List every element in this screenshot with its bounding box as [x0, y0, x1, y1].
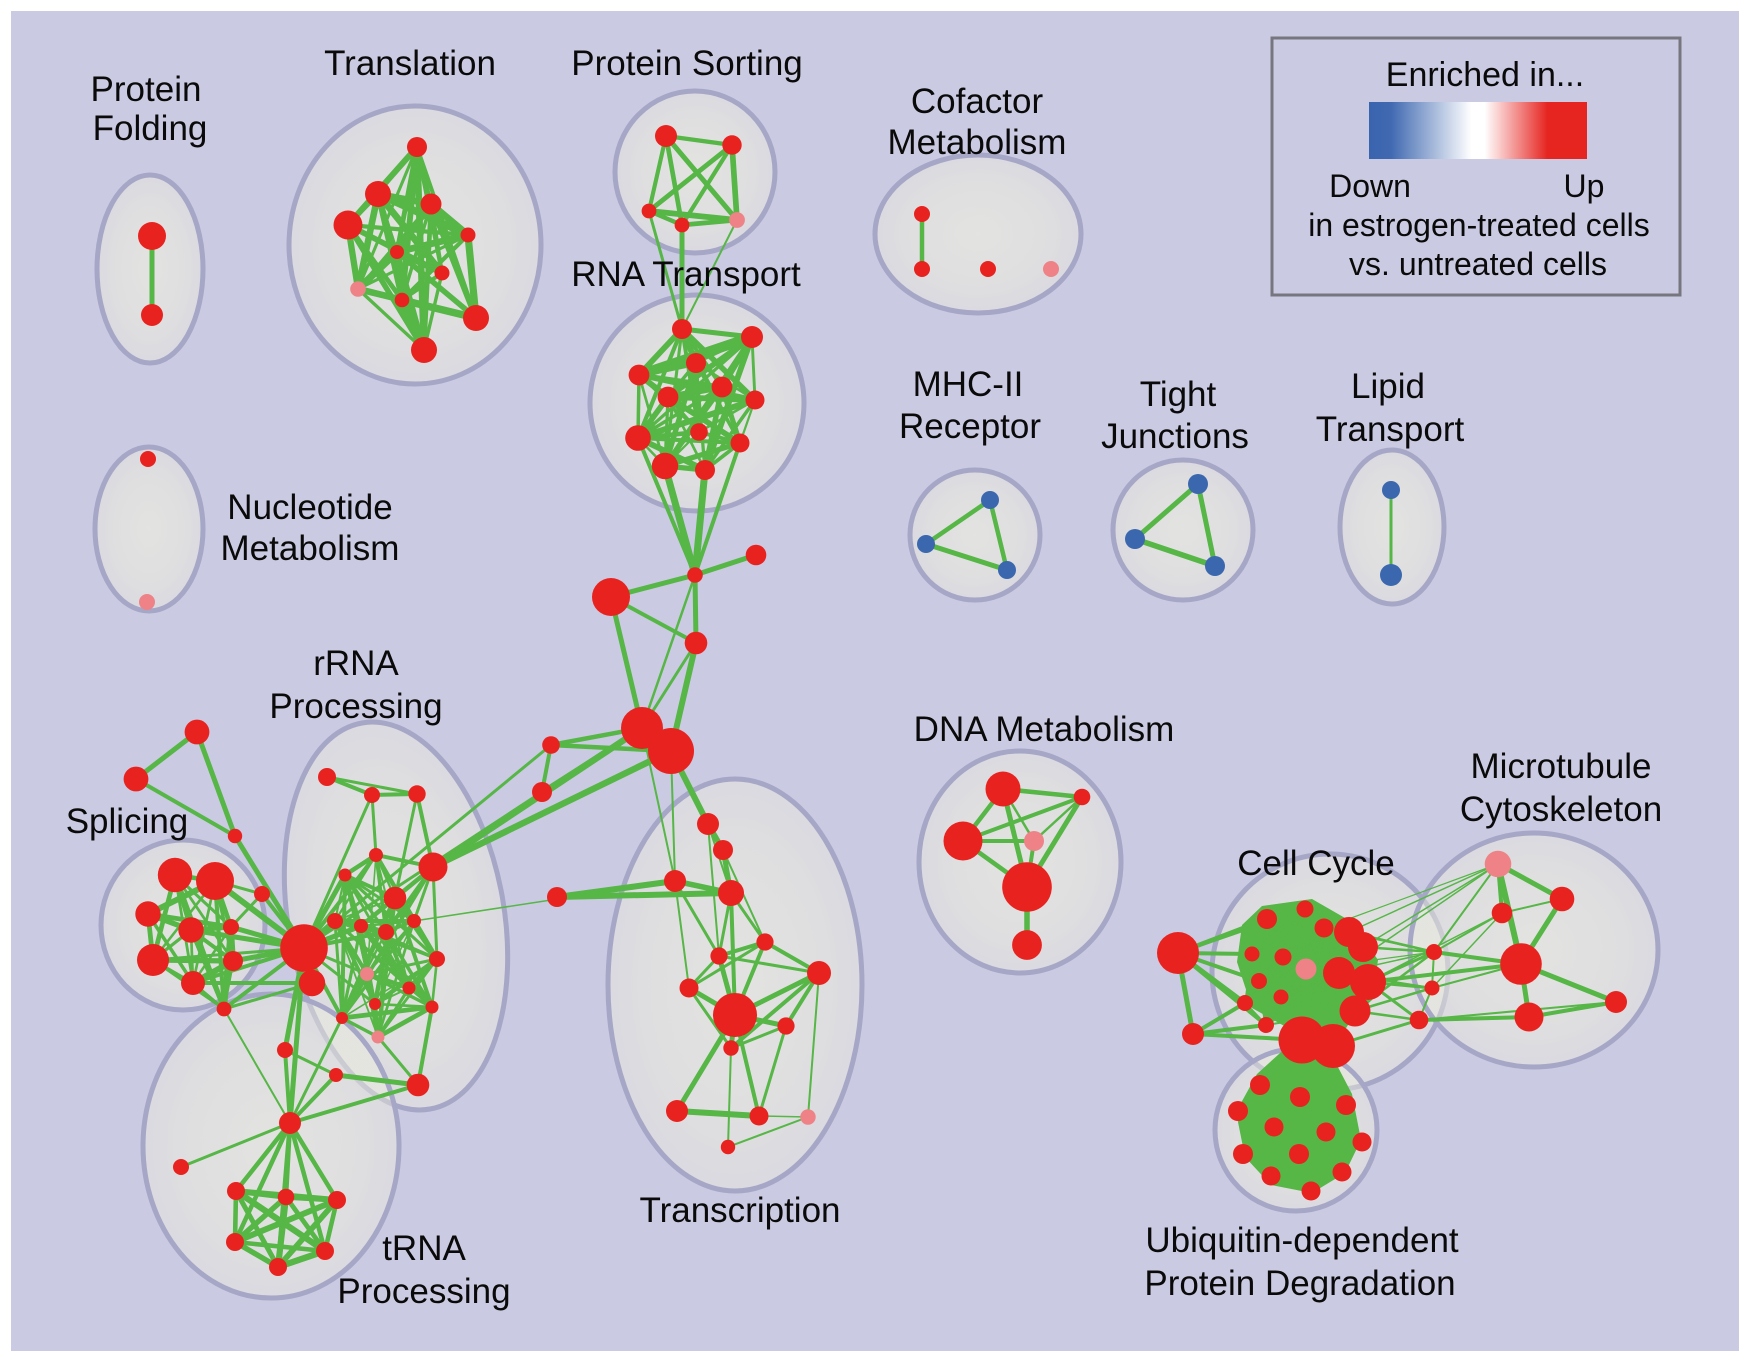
- svg-text:RNA Transport: RNA Transport: [571, 255, 801, 294]
- svg-text:Up: Up: [1564, 168, 1605, 204]
- svg-text:Cytoskeleton: Cytoskeleton: [1460, 790, 1662, 829]
- svg-text:Folding: Folding: [93, 109, 208, 148]
- svg-text:vs. untreated cells: vs. untreated cells: [1349, 246, 1607, 282]
- svg-text:Splicing: Splicing: [66, 802, 189, 841]
- svg-text:Metabolism: Metabolism: [221, 529, 400, 568]
- svg-text:Lipid: Lipid: [1351, 367, 1425, 406]
- svg-text:Metabolism: Metabolism: [888, 123, 1067, 162]
- svg-text:Ubiquitin-dependent: Ubiquitin-dependent: [1145, 1221, 1459, 1260]
- svg-text:Receptor: Receptor: [899, 407, 1041, 446]
- svg-text:Processing: Processing: [337, 1272, 510, 1311]
- svg-text:Processing: Processing: [269, 687, 442, 726]
- svg-text:Enriched in...: Enriched in...: [1386, 56, 1584, 94]
- svg-text:Cell Cycle: Cell Cycle: [1237, 844, 1395, 883]
- svg-text:in estrogen-treated cells: in estrogen-treated cells: [1308, 207, 1650, 243]
- svg-text:Tight: Tight: [1140, 375, 1217, 414]
- svg-text:tRNA: tRNA: [382, 1229, 466, 1268]
- svg-text:Cofactor: Cofactor: [911, 82, 1044, 121]
- svg-text:Protein Sorting: Protein Sorting: [571, 44, 803, 83]
- svg-text:Protein Degradation: Protein Degradation: [1144, 1264, 1455, 1303]
- svg-text:DNA Metabolism: DNA Metabolism: [914, 710, 1175, 749]
- svg-text:rRNA: rRNA: [313, 644, 399, 683]
- svg-text:Junctions: Junctions: [1101, 417, 1249, 456]
- svg-text:Transport: Transport: [1316, 410, 1465, 449]
- svg-text:Microtubule: Microtubule: [1471, 747, 1652, 786]
- svg-text:MHC-II: MHC-II: [913, 365, 1024, 404]
- svg-text:Protein: Protein: [91, 70, 202, 109]
- svg-text:Nucleotide: Nucleotide: [227, 488, 392, 527]
- svg-text:Translation: Translation: [324, 44, 496, 83]
- svg-text:Transcription: Transcription: [640, 1191, 841, 1230]
- svg-text:Down: Down: [1329, 168, 1411, 204]
